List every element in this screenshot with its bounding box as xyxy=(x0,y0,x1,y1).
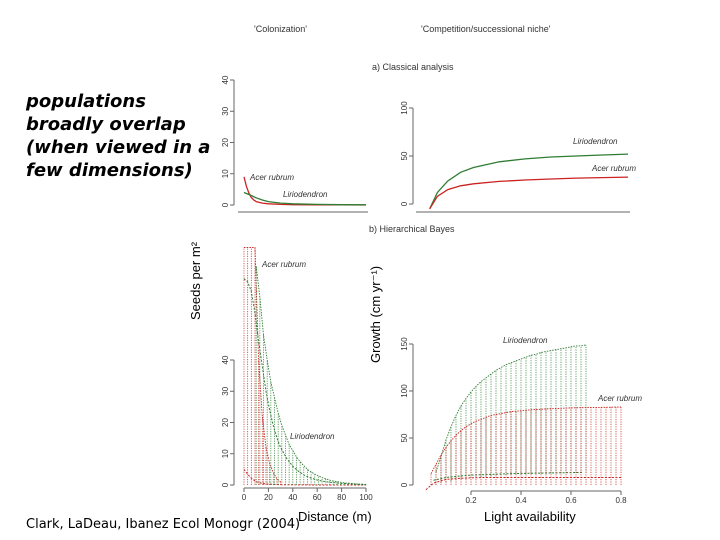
y-tick-label: 0 xyxy=(400,201,409,206)
y-tick-label: 150 xyxy=(400,337,409,351)
x-tick-label: 0 xyxy=(242,493,247,502)
series-line xyxy=(243,191,367,206)
series-liriodendron xyxy=(243,266,367,485)
x-tick-label: 20 xyxy=(264,493,273,502)
y-tick-label: 20 xyxy=(221,138,230,147)
species-label-liriodendron: Liriodendron xyxy=(573,137,618,146)
distance-axis-title: Distance (m) xyxy=(298,509,372,524)
series-line xyxy=(429,153,629,210)
section-bayes-title: b) Hierarchical Bayes xyxy=(369,224,455,234)
series-liriodendron xyxy=(429,153,629,210)
interval-envelope xyxy=(435,344,587,472)
y-tick-label: 10 xyxy=(221,169,230,178)
series-liriodendron xyxy=(243,191,367,206)
species-label-acer-rubrum: Acer rubrum xyxy=(261,260,306,269)
x-tick-label: 80 xyxy=(337,493,346,502)
species-label-liriodendron: Liriodendron xyxy=(290,432,335,441)
series-acer-rubrum xyxy=(429,176,629,210)
y-tick-label: 100 xyxy=(400,101,409,115)
x-tick-label: 40 xyxy=(288,493,297,502)
y-tick-label: 0 xyxy=(221,482,230,487)
series-liriodendron xyxy=(433,344,587,485)
y-tick-label: 10 xyxy=(221,449,230,458)
y-tick-label: 30 xyxy=(221,386,230,395)
interval-envelope xyxy=(430,406,622,474)
x-tick-label: 0.4 xyxy=(515,496,527,505)
series-line xyxy=(433,471,584,481)
species-label-acer-rubrum: Acer rubrum xyxy=(591,164,636,173)
y-tick-label: 40 xyxy=(221,75,230,84)
x-tick-label: 60 xyxy=(313,493,322,502)
y-tick-label: 50 xyxy=(400,433,409,442)
species-label-acer-rubrum: Acer rubrum xyxy=(597,394,642,403)
series-line xyxy=(429,176,629,210)
series-acer-rubrum xyxy=(425,406,622,491)
y-tick-label: 100 xyxy=(400,384,409,398)
section-classical-title: a) Classical analysis xyxy=(372,62,454,72)
citation: Clark, LaDeau, Ibanez Ecol Monogr (2004) xyxy=(26,517,301,532)
series-acer-rubrum xyxy=(243,247,366,486)
y-tick-label: 40 xyxy=(221,355,230,364)
series-line xyxy=(425,477,621,491)
interval-envelope xyxy=(255,266,367,485)
y-tick-label: 50 xyxy=(400,151,409,160)
x-tick-label: 0.2 xyxy=(465,496,477,505)
x-tick-label: 0.8 xyxy=(615,496,627,505)
y-tick-label: 30 xyxy=(221,106,230,115)
species-label-liriodendron: Liriodendron xyxy=(503,336,548,345)
x-tick-label: 0.6 xyxy=(565,496,577,505)
header-colonization: 'Colonization' xyxy=(254,24,307,34)
species-label-liriodendron: Liriodendron xyxy=(283,190,328,199)
y-tick-label: 0 xyxy=(400,482,409,487)
light-axis-title: Light availability xyxy=(484,509,576,524)
overlap-note: populations broadly overlap (when viewed… xyxy=(26,91,211,181)
y-tick-label: 20 xyxy=(221,418,230,427)
interval-envelope xyxy=(244,247,281,483)
y-tick-label: 0 xyxy=(221,202,230,207)
species-label-acer-rubrum: Acer rubrum xyxy=(249,173,294,182)
x-tick-label: 100 xyxy=(359,493,373,502)
header-competition: 'Competition/successional niche' xyxy=(421,24,551,34)
series-line xyxy=(243,278,367,485)
